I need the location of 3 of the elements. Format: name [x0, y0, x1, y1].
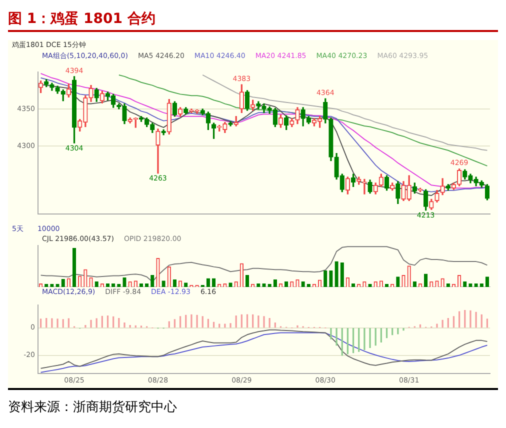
candlestick: [362, 178, 367, 194]
chart-title: 图 1：鸡蛋 1801 合约: [8, 8, 498, 32]
text: 资料来源：浙商期货研究中心: [8, 398, 177, 416]
